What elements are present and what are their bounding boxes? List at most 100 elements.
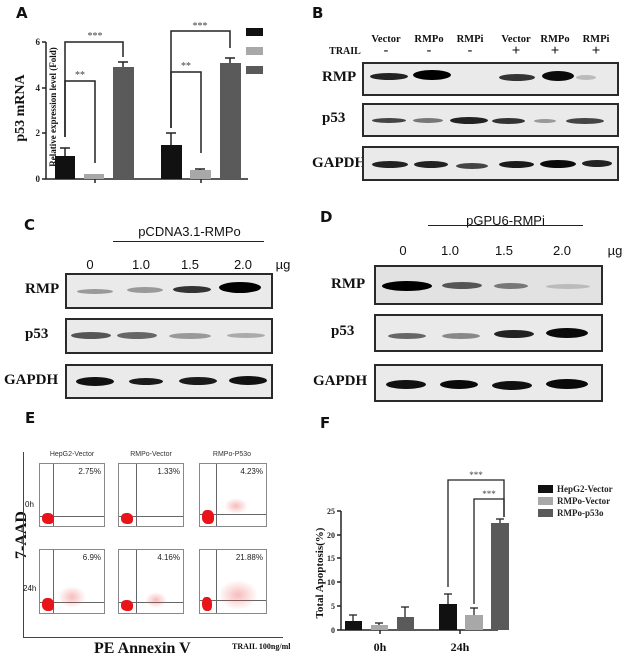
a-ytick-2: 2 [36,128,41,138]
a-ytick-6: 6 [36,37,41,47]
f-bar-0h-hepg2 [345,621,362,630]
b-trail-5: + [550,43,560,59]
e-plot-24h-rmpo-p53o: 21.88% [199,549,267,614]
f-bar-24h-rmpo-vector [465,615,483,630]
b-lane-4: Vector [501,34,531,45]
c-row-rmp: RMP [25,281,60,297]
chart-f: 0 5 10 15 20 25 *** *** 0h 24h HepG2-Vec… [327,470,613,654]
b-trail-4: + [511,43,521,59]
f-ytick-25: 25 [327,507,335,516]
a-sig-3: ** [181,61,191,72]
d-row-gapdh: GAPDH [313,373,368,389]
d-construct-line [428,225,583,226]
f-ytick-0: 0 [331,626,335,635]
b-blot-gapdh [362,146,619,181]
d-blot-rmp [374,265,603,305]
d-dose-0: 0 [399,243,407,258]
b-lane-5: RMPo [540,34,570,45]
e-plot-24h-hepg2: 6.9% [39,549,105,614]
f-legend-rmpo-p53o: RMPo-p53o [557,508,604,518]
d-row-p53: p53 [331,323,355,339]
a-legend-swatch-2 [246,47,263,55]
e-xaxis [23,637,283,638]
f-ytick-20: 20 [327,531,335,540]
a-sig-4: *** [193,21,208,32]
panel-label-f: F [320,414,331,432]
b-trail-1: - [383,43,389,58]
f-legend-hepg2-vector: HepG2-Vector [557,484,613,494]
e-col-title-1: HepG2-Vector [49,451,95,458]
f-bar-0h-rmpo-vector [371,625,388,630]
e-xlabel: PE Annexin V [94,640,191,657]
a-legend-swatch-3 [246,66,263,74]
c-blot-rmp [65,273,273,309]
panel-label-e: E [25,409,36,427]
panel-label-a: A [16,4,28,22]
c-dose-1: 1.0 [131,257,151,272]
b-trail-6: + [591,43,601,59]
d-row-rmp: RMP [331,276,366,292]
f-bar-24h-hepg2 [439,604,457,630]
c-blot-p53 [65,318,273,354]
d-dose-1: 1.0 [440,243,460,258]
f-xtick-0h: 0h [374,640,387,654]
a-sig-2: *** [88,31,103,42]
a-legend-swatch-1 [246,28,263,36]
a-sig-1: ** [75,70,85,81]
f-ytick-10: 10 [327,578,335,587]
b-blot-p53 [362,103,619,137]
e-ylabel: 7-AAD [13,511,30,559]
panel-label-c: C [24,216,36,234]
d-dose-2: 1.5 [494,243,514,258]
chart-a-axes [42,41,248,183]
f-sig-2: *** [482,489,496,499]
c-construct-label: pCDNA3.1-RMPo [138,224,241,239]
b-trail-2: - [426,43,432,58]
e-treatment-label: TRAIL 100ng/ml [232,642,291,651]
d-dose-unit: µg [607,243,623,258]
panel-label-d: D [320,208,333,226]
b-row-gapdh: GAPDH [312,155,367,171]
b-blot-rmp [362,62,619,96]
e-plot-0h-rmpo-p53o: 4.23% [199,463,267,527]
b-row-rmp: RMP [322,69,357,85]
f-ytick-15: 15 [327,554,335,563]
e-row-label-0h: 0h [25,500,34,509]
panel-label-b: B [312,4,324,22]
d-dose-3: 2.0 [552,243,572,258]
e-row-label-24h: 24h [23,584,37,593]
e-plot-24h-rmpo-vector: 4.16% [118,549,184,614]
f-sig-1: *** [469,470,483,480]
c-row-gapdh: GAPDH [4,372,59,388]
b-lane-2: RMPo [414,34,444,45]
a-ytick-0: 0 [36,174,41,184]
c-dose-unit: µg [275,257,291,272]
chart-a: 0 2 4 6 ** *** ** *** [36,21,263,184]
f-ytick-5: 5 [331,602,335,611]
e-plot-0h-rmpo-vector: 1.33% [118,463,184,527]
a-bar-g2-s1 [161,145,182,179]
c-dose-2: 1.5 [180,257,200,272]
a-ytick-4: 4 [36,83,41,93]
b-lane-6: RMPi [582,34,610,45]
c-dose-3: 2.0 [233,257,253,272]
e-col-title-3: RMPo-P53o [212,451,252,458]
a-bar-g2-s2 [190,170,211,179]
c-blot-gapdh [65,364,273,399]
f-bar-0h-rmpo-p53o [397,617,414,630]
b-lane-3: RMPi [456,34,484,45]
d-blot-gapdh [374,364,603,402]
e-yaxis [23,452,24,638]
d-blot-p53 [374,314,603,352]
a-bar-g1-s1 [55,156,75,179]
b-lane-1: Vector [371,34,401,45]
a-bar-g2-s3 [220,63,241,179]
b-trail-3: - [467,43,473,58]
f-legend-rmpo-vector: RMPo-Vector [557,496,610,506]
f-legend: HepG2-Vector RMPo-Vector RMPo-p53o [538,484,613,518]
e-col-title-2: RMPo-Vector [130,451,172,458]
c-row-p53: p53 [25,326,49,342]
c-dose-0: 0 [86,257,94,272]
d-construct-label: pGPU6-RMPi [466,213,545,228]
f-xtick-24h: 24h [451,640,470,654]
